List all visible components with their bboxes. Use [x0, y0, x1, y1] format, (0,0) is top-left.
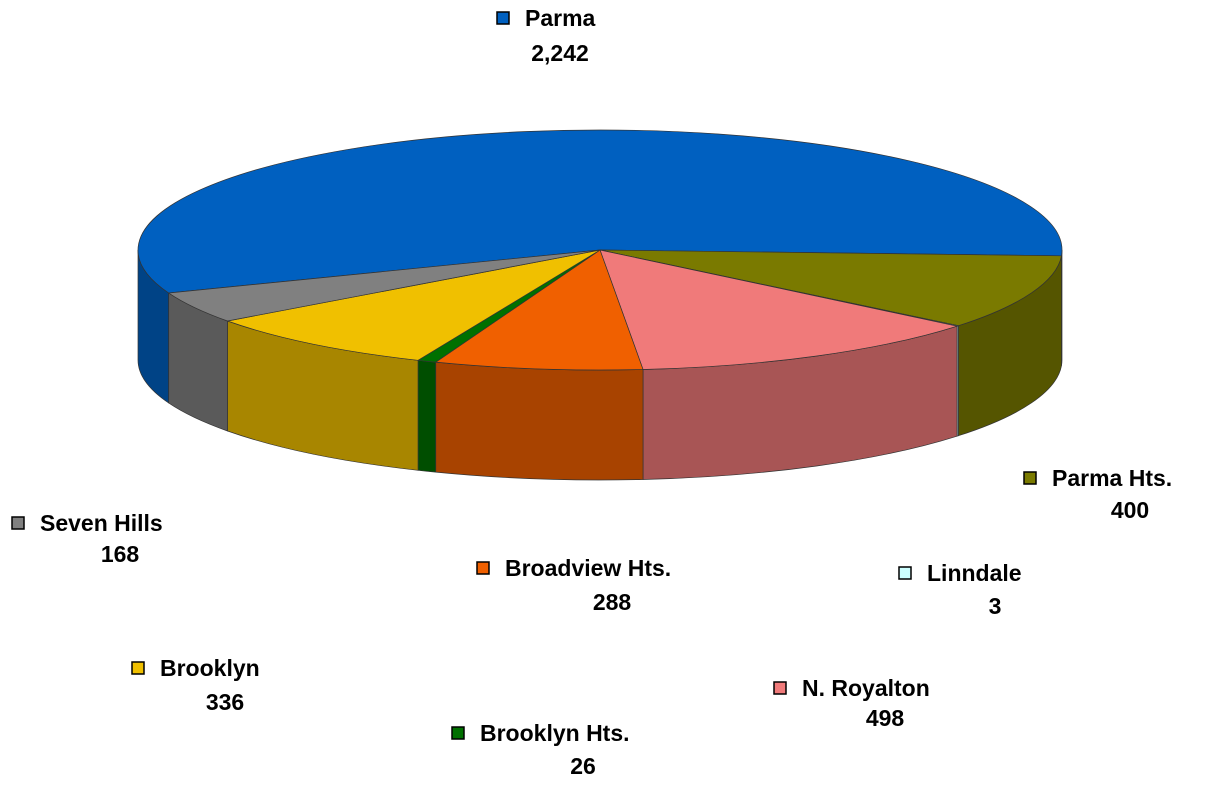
- slice-name: Parma: [525, 5, 596, 31]
- legend-swatch: [496, 11, 510, 25]
- pie-side: [435, 361, 644, 481]
- slice-value: 498: [866, 705, 905, 731]
- slice-value: 3: [989, 593, 1002, 619]
- legend-swatch: [131, 661, 145, 675]
- pie-side: [417, 359, 437, 473]
- legend-swatch: [11, 516, 25, 530]
- pie-slice: [226, 249, 601, 361]
- legend-swatch: [451, 726, 465, 740]
- slice-value: 26: [570, 753, 596, 779]
- slice-name: Linndale: [927, 560, 1022, 586]
- pie-slice: [137, 129, 1063, 294]
- pie-slice: [434, 249, 644, 371]
- slice-name: Parma Hts.: [1052, 465, 1172, 491]
- slice-name: Broadview Hts.: [505, 555, 671, 581]
- pie-slice: [167, 249, 601, 322]
- pie-slice: [599, 249, 1062, 327]
- legend-swatch: [773, 681, 787, 695]
- legend-swatch: [898, 566, 912, 580]
- slice-name: Brooklyn Hts.: [480, 720, 630, 746]
- slice-value: 168: [101, 541, 140, 567]
- slice-name: Seven Hills: [40, 510, 163, 536]
- slice-name: Brooklyn: [160, 655, 260, 681]
- slice-value: 288: [593, 589, 632, 615]
- pie-slice: [599, 249, 959, 370]
- slice-value: 336: [206, 689, 244, 715]
- legend-swatch: [476, 561, 490, 575]
- legend-swatch: [1023, 471, 1037, 485]
- slice-value: 2,242: [531, 40, 589, 66]
- slice-value: 400: [1111, 497, 1149, 523]
- slice-name: N. Royalton: [802, 675, 930, 701]
